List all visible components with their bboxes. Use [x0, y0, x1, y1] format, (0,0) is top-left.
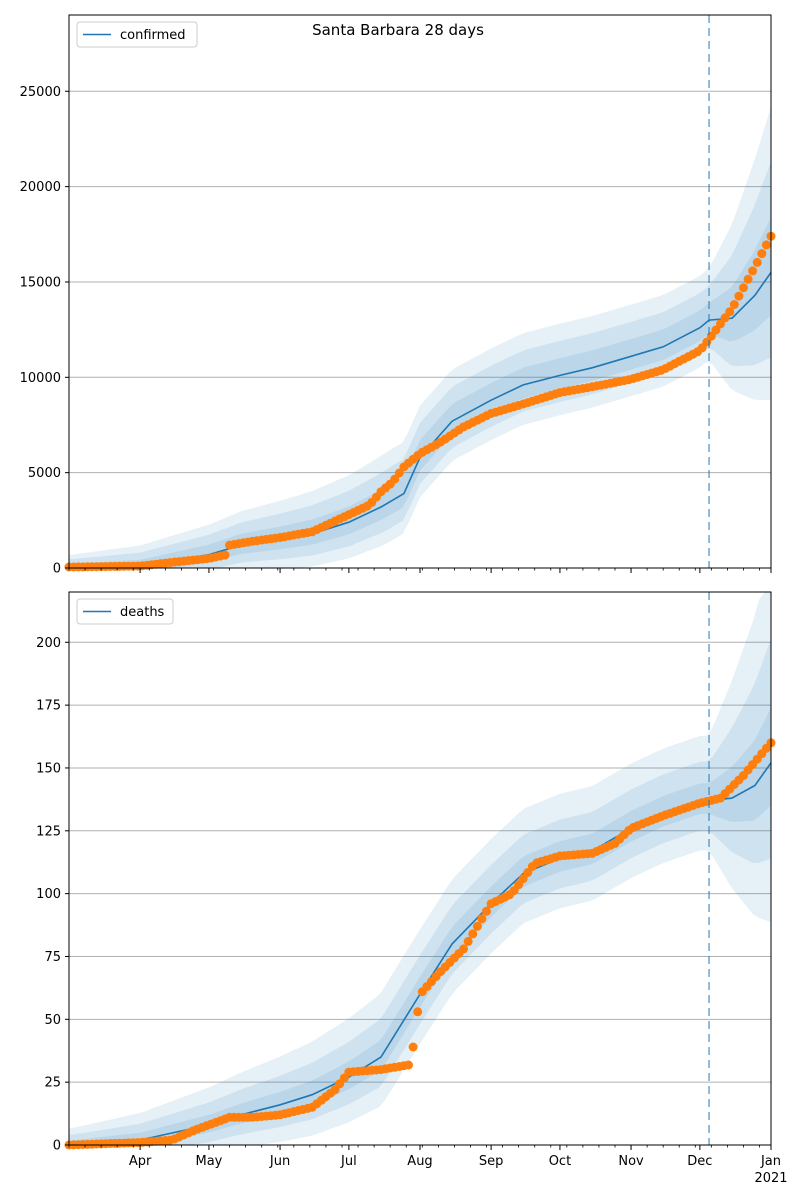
- observed-point: [761, 240, 771, 250]
- observed-point: [739, 283, 748, 293]
- observed-point: [459, 944, 469, 954]
- observed-point: [757, 249, 767, 259]
- confirmed-panel: 0 5000 10000 15000 20000 25000 confirmed: [20, 14, 776, 577]
- observed-point: [413, 1007, 423, 1017]
- y-tick-label: 15000: [20, 275, 61, 290]
- x-tick-label: Dec: [687, 1154, 712, 1169]
- uncertainty-band: [69, 162, 771, 568]
- observed-point: [220, 550, 230, 560]
- y-tick-label: 0: [53, 562, 61, 577]
- axes-frame: [68, 591, 772, 1146]
- legend-label: confirmed: [120, 28, 186, 43]
- x-tick-label: Apr: [129, 1154, 152, 1169]
- observed-point: [734, 291, 744, 301]
- x-tick-label: Oct: [549, 1154, 571, 1169]
- observed-point: [725, 307, 735, 317]
- y-tick-label: 175: [36, 699, 61, 714]
- observed-point: [720, 313, 730, 323]
- observed-point: [748, 266, 758, 276]
- observed-point: [752, 257, 762, 267]
- observed-point: [743, 274, 753, 284]
- y-tick-label: 200: [36, 636, 61, 651]
- legend-label: deaths: [120, 605, 165, 620]
- y-tick-label: 50: [44, 1013, 61, 1028]
- observed-point: [711, 325, 721, 335]
- observed-point: [463, 936, 473, 946]
- x-tick-label: May: [195, 1154, 222, 1169]
- y-tick-label: 100: [36, 887, 61, 902]
- x-tick-label: Aug: [407, 1154, 432, 1169]
- y-tick-label: 75: [44, 950, 61, 965]
- y-tick-label: 0: [53, 1139, 61, 1154]
- x-tick-label: Jun: [269, 1154, 290, 1169]
- y-tick-label: 20000: [20, 180, 61, 195]
- legend-box: [76, 21, 198, 48]
- y-tick-label: 10000: [20, 371, 61, 386]
- observed-point: [408, 1042, 418, 1052]
- x-tick-label: Jan: [760, 1154, 781, 1169]
- legend-box: [76, 598, 174, 625]
- y-tick-label: 25: [44, 1076, 61, 1091]
- observed-point: [716, 319, 725, 329]
- observed-point: [518, 874, 528, 884]
- observed-point: [482, 906, 491, 916]
- observed-point: [404, 1060, 413, 1070]
- x-tick-label: Nov: [618, 1154, 644, 1169]
- x-year-label: 2021: [754, 1171, 787, 1186]
- y-tick-label: 5000: [28, 466, 61, 481]
- uncertainty-band: [69, 106, 771, 569]
- observed-point: [390, 474, 400, 484]
- observed-point: [729, 300, 739, 309]
- y-tick-label: 25000: [20, 85, 61, 100]
- observed-point: [468, 929, 478, 939]
- uncertainty-band: [69, 638, 771, 1145]
- y-tick-label: 150: [36, 761, 61, 776]
- observed-point: [472, 921, 482, 931]
- deaths-panel: 0 25 50 75 100 125 150 175 200 Apr May Jun Jul Aug Sep…: [36, 591, 788, 1186]
- x-tick-label: Jul: [340, 1154, 357, 1169]
- x-tick-label: Sep: [479, 1154, 504, 1169]
- figure-title: Santa Barbara 28 days: [312, 21, 484, 39]
- uncertainty-band: [69, 217, 771, 568]
- observed-point: [477, 914, 487, 924]
- y-tick-label: 125: [36, 824, 61, 839]
- uncertainty-band: [69, 592, 771, 1145]
